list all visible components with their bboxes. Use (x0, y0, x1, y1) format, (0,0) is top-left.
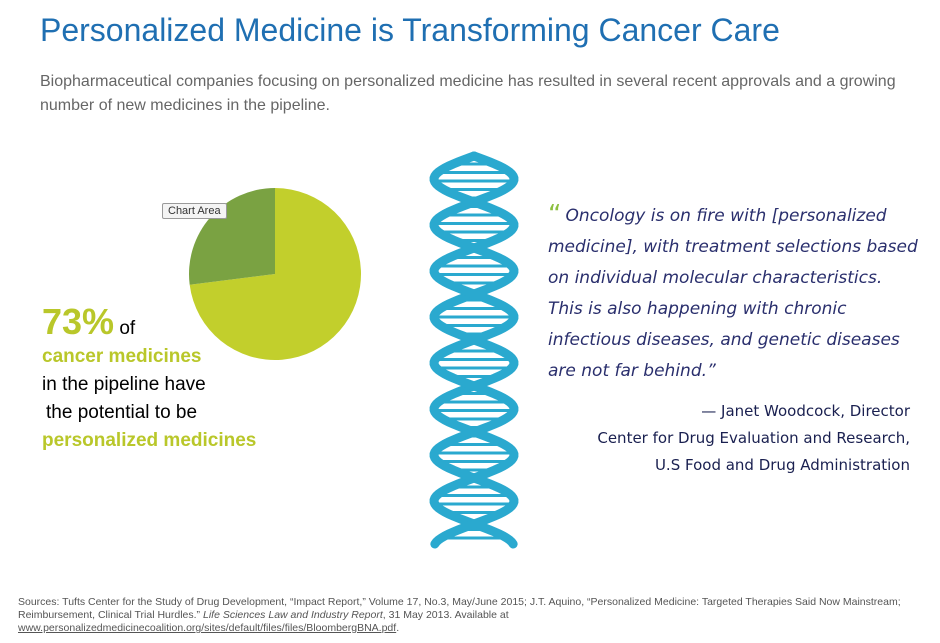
stat-line-4: personalized medicines (42, 430, 257, 451)
page-title: Personalized Medicine is Transforming Ca… (40, 12, 780, 48)
stat-percent: 73% (42, 301, 115, 342)
quote-mark: “ (548, 200, 562, 230)
stat-line-2: in the pipeline have (42, 374, 206, 395)
stat-line-1: cancer medicines (42, 346, 202, 367)
pie-slice-2[interactable] (189, 188, 275, 285)
sources-footnote: Sources: Tufts Center for the Study of D… (18, 596, 918, 635)
quote-author: — Janet Woodcock, Director (701, 402, 910, 420)
pie-slice-1[interactable] (189, 188, 362, 360)
sources-text-b: , 31 May 2013. Available at (382, 609, 509, 621)
sources-link[interactable]: www.personalizedmedicinecoalition.org/si… (18, 622, 397, 634)
quote-agency: U.S Food and Drug Administration (654, 456, 910, 474)
quote-org: Center for Drug Evaluation and Research, (597, 429, 910, 447)
quote-text: Oncology is on fire with [personalized m… (548, 206, 918, 381)
quote-attribution: — Janet Woodcock, Director Center for Dr… (597, 398, 910, 479)
stat-callout: 73% of cancer medicines in the pipeline … (42, 302, 256, 455)
sources-text-a: Sources: Tufts Center for the Study of D… (18, 596, 901, 621)
stat-of: of (114, 318, 136, 339)
sources-journal: Life Sciences Law and Industry Report (202, 609, 383, 621)
pie-chart[interactable] (188, 187, 362, 361)
dna-strand-2 (429, 151, 519, 549)
dna-helix-icon (418, 150, 530, 550)
stat-line-3: the potential to be (46, 402, 198, 423)
quote-block: “Oncology is on fire with [personalized … (548, 200, 918, 387)
page-subtitle: Biopharmaceutical companies focusing on … (40, 73, 896, 114)
sources-tail: . (396, 622, 400, 634)
chart-area-tooltip: Chart Area (162, 203, 227, 219)
